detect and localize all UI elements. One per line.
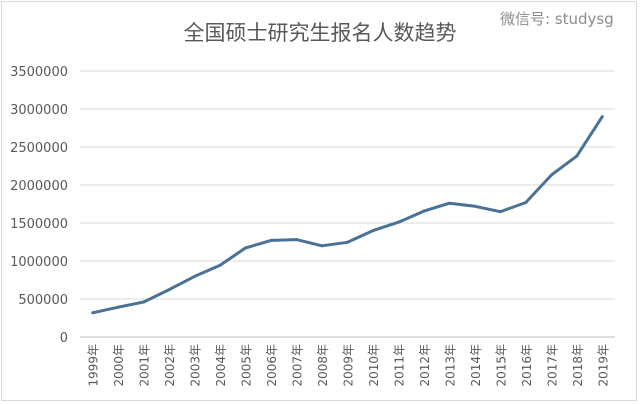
data-point [320, 244, 324, 248]
chart-title: 全国硕士研究生报名人数趋势 [184, 21, 457, 45]
x-tick-label: 2013年 [443, 344, 457, 387]
data-point [244, 246, 248, 250]
data-point [549, 173, 553, 177]
x-tick-label: 1999年 [87, 344, 101, 387]
y-tick-label: 0 [60, 331, 68, 346]
x-tick-label: 2018年 [571, 344, 585, 387]
data-point [269, 238, 273, 242]
x-tick-label: 2014年 [469, 344, 483, 387]
y-tick-label: 1000000 [10, 255, 68, 270]
x-tick-label: 2003年 [189, 344, 203, 387]
data-point [575, 154, 579, 158]
data-point [473, 204, 477, 208]
data-point [524, 200, 528, 204]
x-tick-label: 2002年 [163, 344, 177, 387]
x-tick-label: 2004年 [214, 344, 228, 387]
x-tick-label: 2005年 [240, 344, 254, 387]
series-line [92, 115, 604, 315]
data-point [142, 300, 146, 304]
x-tick-label: 2012年 [418, 344, 432, 387]
y-tick-label: 2500000 [10, 141, 68, 156]
data-point [116, 305, 120, 309]
x-tick-label: 2006年 [265, 344, 279, 387]
x-tick-label: 2019年 [596, 344, 610, 387]
data-point [193, 274, 197, 278]
data-point [295, 238, 299, 242]
x-tick-label: 2016年 [520, 344, 534, 387]
data-point [600, 115, 604, 119]
x-tick-label: 2001年 [138, 344, 152, 387]
data-point [91, 311, 95, 315]
data-point [218, 263, 222, 267]
y-tick-label: 3500000 [10, 65, 68, 80]
data-point [167, 288, 171, 292]
data-point [422, 209, 426, 213]
x-tick-label: 2000年 [112, 344, 126, 387]
y-tick-label: 2000000 [10, 179, 68, 194]
data-point [447, 201, 451, 205]
data-point [396, 220, 400, 224]
data-point [346, 240, 349, 244]
x-tick-label: 2009年 [342, 344, 356, 387]
x-tick-label: 2017年 [545, 344, 559, 387]
x-tick-label: 2015年 [494, 344, 508, 387]
data-point [498, 210, 502, 214]
y-tick-label: 500000 [18, 293, 68, 308]
x-tick-label: 2010年 [367, 344, 381, 387]
data-point [371, 229, 375, 233]
watermark: 微信号: studysg [500, 10, 614, 28]
x-tick-label: 2008年 [316, 344, 330, 387]
y-tick-label: 3000000 [10, 103, 68, 118]
y-tick-label: 1500000 [10, 217, 68, 232]
x-tick-label: 2011年 [392, 344, 406, 387]
x-tick-label: 2007年 [291, 344, 305, 387]
